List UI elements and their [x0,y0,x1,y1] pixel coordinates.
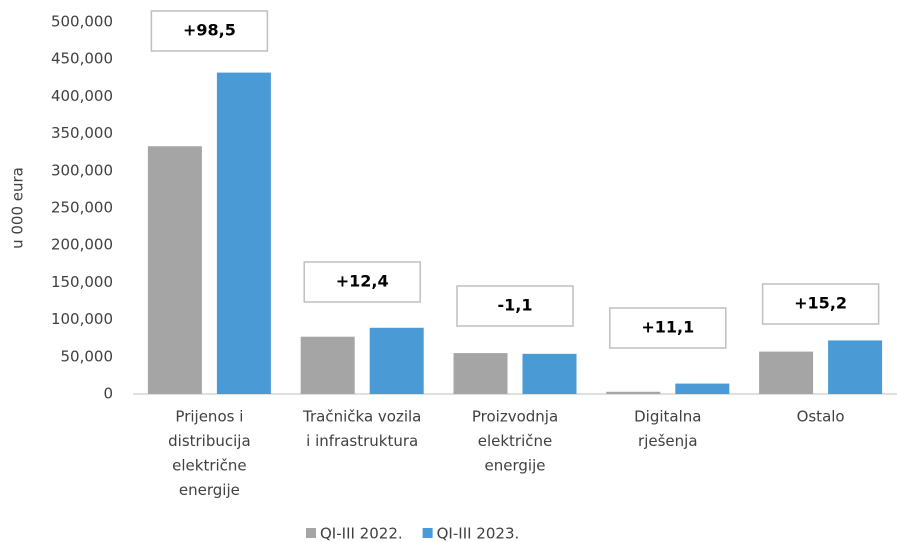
bar [759,351,814,394]
y-tick-label: 100,000 [51,310,113,328]
annotation: +15,2 [794,294,847,313]
annotation-box [303,261,421,303]
x-tick-label: Ostalo [797,408,845,426]
bar [675,383,730,394]
y-tick-label: 450,000 [51,50,113,68]
annotation-box [456,285,574,327]
bar [147,146,202,394]
annotation-box [150,10,269,52]
annotation: +98,5 [183,21,236,40]
bar [216,72,271,394]
x-tick-label: Tračnička vozila [302,408,421,426]
y-tick-label: 50,000 [61,347,114,365]
bar [300,336,355,394]
x-tick-label: i infrastruktura [306,432,418,450]
bar [522,353,577,394]
annotation-box [609,307,727,349]
y-tick-label: 400,000 [51,87,113,105]
x-tick-label: energije [179,481,240,499]
annotation-box [761,283,880,325]
bar [828,340,883,394]
annotation: +12,4 [336,272,389,291]
x-tick-label: energije [485,457,546,475]
y-tick-label: 350,000 [51,124,113,142]
bar [369,327,424,394]
y-tick-label: 150,000 [51,273,113,291]
y-tick-label: 500,000 [51,13,113,31]
x-tick-label: električne [172,457,247,475]
annotation: -1,1 [498,296,533,315]
x-tick-label: rješenja [638,432,697,450]
y-tick-label: 250,000 [51,199,113,217]
y-tick-label: 0 [103,385,113,403]
bar [606,391,661,394]
x-tick-label: distribucija [168,432,251,450]
x-tick-label: električne [478,432,553,450]
legend-label: QI-III 2023. [437,525,520,542]
y-tick-label: 200,000 [51,236,113,254]
x-tick-label: Proizvodnja [472,408,558,426]
bar [453,353,508,394]
legend-swatch [422,528,433,538]
annotation: +11,1 [641,318,694,337]
legend-label: QI-III 2022. [320,525,403,542]
y-tick-label: 300,000 [51,161,113,179]
y-axis-label: u 000 eura [9,167,27,249]
x-tick-label: Prijenos i [175,408,243,426]
x-tick-label: Digitalna [634,408,701,426]
legend-swatch [306,528,316,538]
